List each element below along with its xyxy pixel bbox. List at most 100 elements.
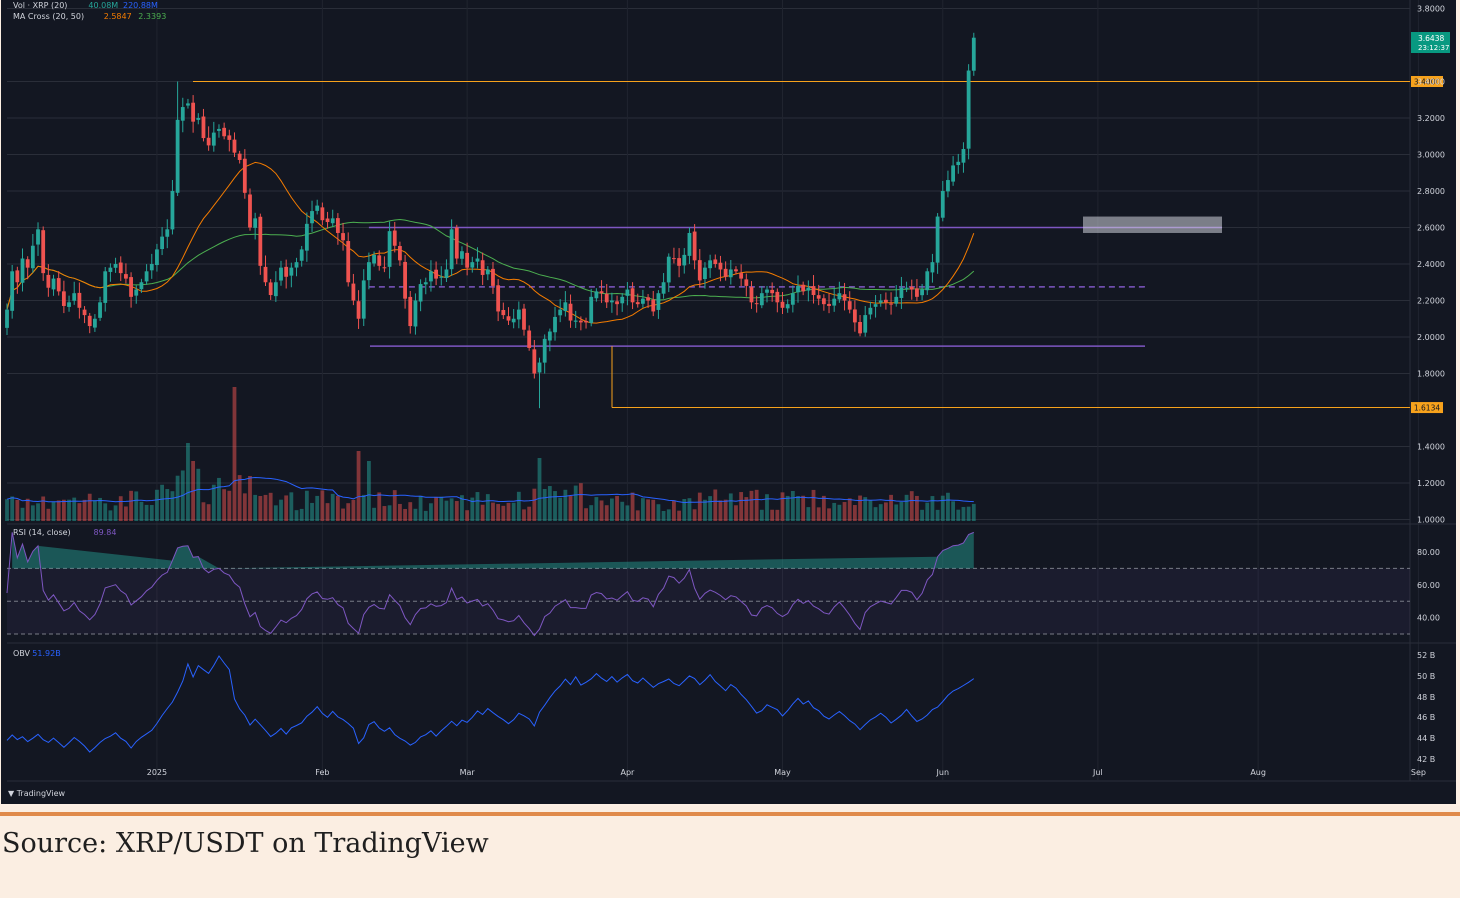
volume-bar (801, 495, 806, 521)
candle-body (51, 278, 56, 290)
volume-bar (361, 494, 366, 521)
volume-bar (951, 501, 956, 521)
candle-body (222, 127, 227, 137)
candle-body (5, 309, 9, 328)
candle-body (367, 262, 371, 281)
volume-bar (827, 508, 831, 521)
candle-body (361, 280, 366, 319)
candle-body (72, 293, 77, 301)
candle-body (697, 260, 702, 281)
candle-body (113, 264, 118, 268)
volume-bar (692, 509, 697, 521)
volume-bar (821, 495, 826, 521)
volume-bar (806, 507, 811, 521)
candle-body (744, 279, 749, 286)
price-tick-label: 2.8000 (1417, 187, 1445, 196)
volume-bar (925, 502, 930, 521)
candle-body (20, 258, 25, 283)
volume-bar (837, 504, 842, 521)
candle-body (253, 218, 258, 228)
candle-body (248, 194, 252, 228)
candle-body (837, 293, 842, 300)
volume-bar (232, 387, 237, 521)
volume-bar (460, 495, 464, 521)
volume-bar (113, 505, 118, 521)
volume-bar (630, 492, 635, 521)
volume-bar (263, 494, 268, 521)
candle-body (320, 207, 325, 221)
candle-body (842, 294, 847, 301)
volume-bar (325, 503, 330, 521)
volume-bar (868, 500, 873, 521)
candle-body (558, 309, 563, 316)
obv-legend-value: 51.92B (32, 649, 60, 658)
volume-bar (847, 498, 852, 521)
candle-body (651, 299, 656, 312)
volume-bar (289, 492, 294, 521)
volume-bar (201, 502, 206, 521)
candle-body (506, 316, 511, 321)
volume-bar (604, 505, 609, 521)
candle-body (873, 304, 878, 307)
volume-bar (103, 503, 108, 521)
candle-body (542, 338, 547, 363)
candle-body (951, 165, 956, 182)
candle-body (832, 298, 837, 306)
candle-body (630, 288, 635, 303)
volume-bar (134, 491, 139, 521)
candle-body (511, 318, 516, 323)
volume-bar (749, 490, 754, 521)
volume-bar (237, 475, 242, 521)
volume-bar (516, 491, 521, 521)
candle-body (475, 258, 480, 262)
volume-bar (697, 492, 702, 521)
candle-body (294, 262, 299, 268)
volume-bar (46, 508, 51, 521)
candle-body (217, 128, 221, 131)
time-tick-label: Aug (1250, 768, 1266, 777)
volume-bar (30, 505, 35, 521)
volume-bar (713, 489, 718, 521)
volume-bar (108, 510, 113, 521)
candle-body (522, 308, 526, 330)
volume-bar (966, 506, 971, 521)
volume-bar (522, 509, 526, 521)
level-price-tag (1411, 76, 1443, 87)
candle-body (573, 320, 578, 322)
candle-body (568, 303, 573, 321)
candle-body (160, 236, 164, 250)
candle-body (703, 267, 707, 280)
candle-body (10, 271, 15, 311)
candle-body (418, 284, 423, 302)
volume-bar (82, 499, 87, 521)
volume-bar (475, 492, 480, 521)
volume-bar (666, 509, 671, 521)
candle-body (211, 132, 216, 146)
rsi-legend-label: RSI (14, close) (13, 528, 71, 537)
volume-bar (67, 499, 71, 521)
level-price-tag (1411, 402, 1443, 414)
candle-body (966, 70, 971, 149)
candle-body (98, 302, 102, 318)
candle-body (206, 137, 211, 146)
volume-bar (294, 510, 299, 521)
candle-body (889, 303, 893, 305)
volume-bar (377, 492, 382, 521)
candle-body (304, 223, 309, 251)
volume-bar (444, 500, 449, 521)
volume-bar (330, 493, 335, 521)
candle-body (940, 191, 945, 218)
candle-body (170, 191, 175, 230)
candle-body (439, 276, 444, 278)
candle-body (563, 302, 568, 312)
candle-body (227, 135, 232, 140)
obv-tick-label: 48 B (1417, 693, 1435, 702)
volume-legend-label: Vol · XRP (20) (13, 1, 67, 10)
candle-body (429, 271, 433, 282)
volume-bar (635, 510, 640, 521)
volume-bar (940, 495, 945, 521)
volume-bar (672, 500, 676, 521)
candle-body (909, 286, 914, 290)
volume-bar (878, 504, 883, 521)
